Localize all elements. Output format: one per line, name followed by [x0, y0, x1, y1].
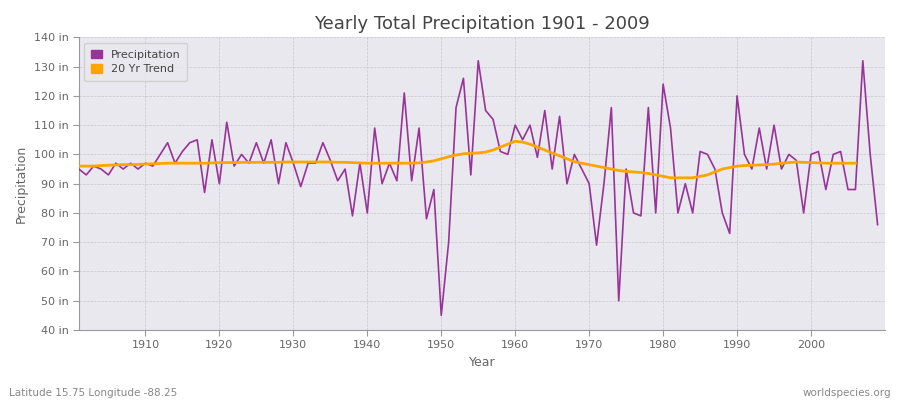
Precipitation: [339, 167, 350, 172]
Y-axis label: Precipitation: Precipitation: [15, 144, 28, 223]
Line: Precipitation: Precipitation: [79, 61, 878, 315]
Precipitation: [613, 298, 624, 303]
Precipitation: [436, 313, 446, 318]
20 Yr Trend: [761, 162, 772, 167]
20 Yr Trend: [74, 164, 85, 168]
X-axis label: Year: Year: [469, 356, 495, 369]
Precipitation: [525, 123, 535, 128]
Title: Yearly Total Precipitation 1901 - 2009: Yearly Total Precipitation 1901 - 2009: [314, 15, 650, 33]
20 Yr Trend: [613, 168, 624, 173]
20 Yr Trend: [532, 145, 543, 150]
20 Yr Trend: [539, 148, 550, 152]
20 Yr Trend: [665, 176, 676, 180]
Precipitation: [295, 184, 306, 189]
Text: Latitude 15.75 Longitude -88.25: Latitude 15.75 Longitude -88.25: [9, 388, 177, 398]
20 Yr Trend: [584, 162, 595, 167]
Precipitation: [518, 137, 528, 142]
Text: worldspecies.org: worldspecies.org: [803, 388, 891, 398]
Precipitation: [472, 58, 483, 63]
Precipitation: [872, 222, 883, 227]
Line: 20 Yr Trend: 20 Yr Trend: [79, 141, 855, 178]
Precipitation: [132, 167, 143, 172]
20 Yr Trend: [850, 161, 860, 166]
Legend: Precipitation, 20 Yr Trend: Precipitation, 20 Yr Trend: [85, 43, 187, 81]
20 Yr Trend: [95, 163, 106, 168]
Precipitation: [74, 167, 85, 172]
20 Yr Trend: [509, 139, 520, 144]
